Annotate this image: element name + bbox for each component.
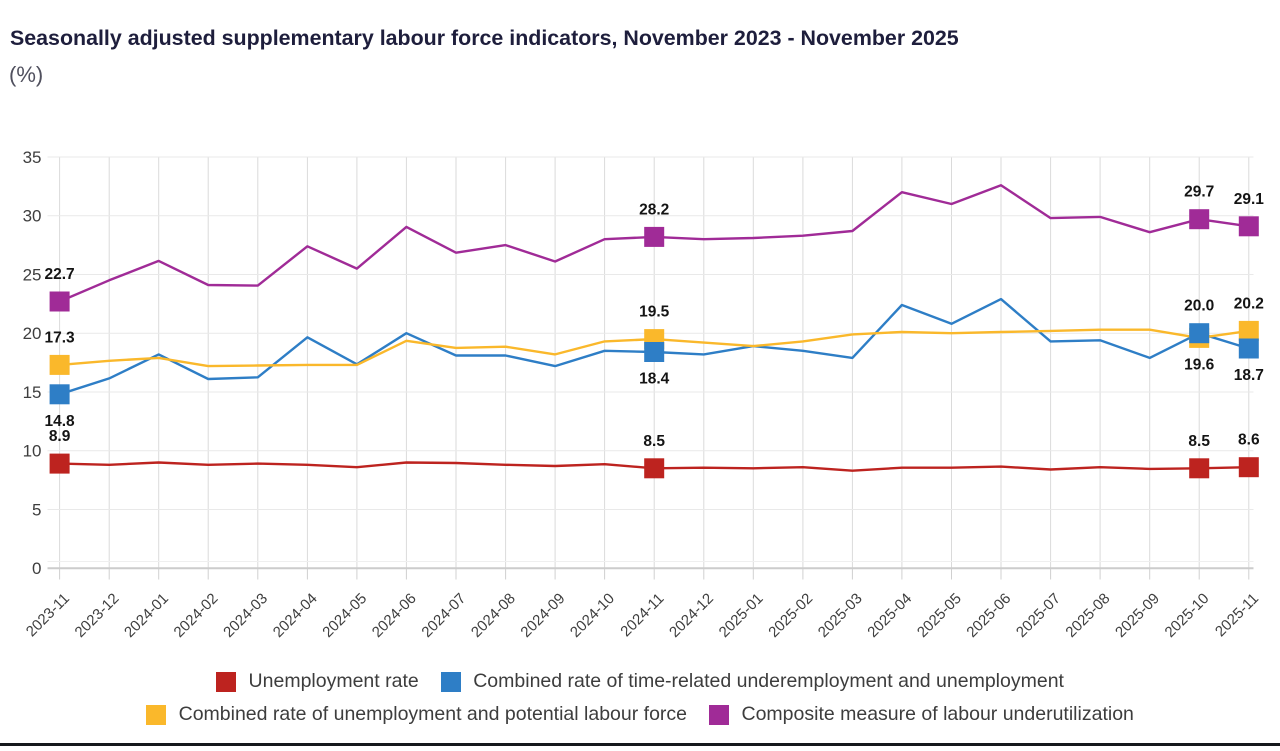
svg-text:20.0: 20.0	[1184, 298, 1214, 315]
svg-text:30: 30	[23, 207, 42, 226]
svg-text:2024-03: 2024-03	[220, 590, 271, 641]
svg-text:2023-12: 2023-12	[72, 590, 123, 641]
svg-text:20: 20	[23, 324, 42, 343]
svg-text:8.5: 8.5	[1188, 433, 1210, 450]
svg-text:2025-02: 2025-02	[765, 590, 816, 641]
svg-text:19.5: 19.5	[639, 304, 670, 321]
svg-text:35: 35	[23, 148, 42, 167]
svg-text:2025-06: 2025-06	[963, 590, 1014, 641]
svg-text:5: 5	[32, 501, 41, 520]
svg-text:8.5: 8.5	[643, 433, 665, 450]
svg-text:2024-11: 2024-11	[617, 590, 667, 640]
svg-text:17.3: 17.3	[45, 329, 76, 346]
svg-text:2025-07: 2025-07	[1013, 590, 1064, 641]
svg-text:2024-01: 2024-01	[121, 590, 172, 641]
svg-text:22.7: 22.7	[45, 266, 75, 283]
svg-text:2025-10: 2025-10	[1162, 590, 1213, 641]
svg-text:2024-07: 2024-07	[418, 590, 469, 641]
svg-text:2025-09: 2025-09	[1112, 590, 1163, 641]
svg-text:0: 0	[32, 559, 41, 578]
svg-text:2024-12: 2024-12	[666, 590, 717, 641]
svg-text:2024-05: 2024-05	[319, 590, 370, 641]
svg-text:2025-08: 2025-08	[1062, 590, 1113, 641]
svg-text:29.1: 29.1	[1234, 191, 1265, 208]
svg-text:2024-10: 2024-10	[567, 590, 618, 641]
svg-text:2025-11: 2025-11	[1212, 590, 1262, 640]
svg-text:28.2: 28.2	[639, 201, 669, 218]
svg-text:19.6: 19.6	[1184, 356, 1215, 373]
svg-text:10: 10	[23, 442, 42, 461]
svg-text:25: 25	[23, 266, 42, 285]
svg-text:2024-02: 2024-02	[171, 590, 222, 641]
svg-text:2024-09: 2024-09	[517, 590, 568, 641]
svg-text:18.7: 18.7	[1234, 367, 1264, 384]
svg-text:2025-01: 2025-01	[716, 590, 767, 641]
svg-text:2025-04: 2025-04	[864, 590, 915, 641]
svg-text:15: 15	[23, 383, 42, 402]
svg-text:2025-03: 2025-03	[815, 590, 866, 641]
svg-text:18.4: 18.4	[639, 371, 670, 388]
svg-text:2024-08: 2024-08	[468, 590, 519, 641]
svg-text:2024-06: 2024-06	[369, 590, 420, 641]
svg-text:29.7: 29.7	[1184, 184, 1214, 201]
svg-text:2023-11: 2023-11	[23, 590, 73, 640]
svg-text:8.6: 8.6	[1238, 432, 1260, 449]
svg-text:2025-05: 2025-05	[914, 590, 965, 641]
svg-text:2024-04: 2024-04	[270, 590, 321, 641]
svg-text:20.2: 20.2	[1234, 295, 1264, 312]
svg-text:8.9: 8.9	[49, 428, 71, 445]
svg-text:14.8: 14.8	[45, 413, 76, 430]
